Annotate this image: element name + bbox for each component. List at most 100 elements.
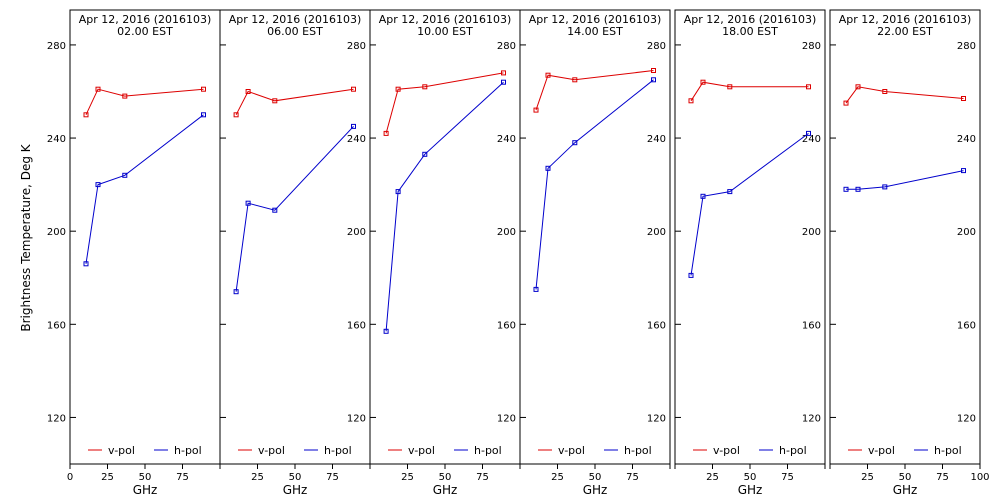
data-point-v-pol xyxy=(843,100,849,106)
data-point-h-pol xyxy=(383,328,389,334)
panels-group: 120 160 200 240 280 0 25 50 75 GHz Apr 12, 2016 (2… xyxy=(47,9,990,497)
panel-title-line2: 22.00 EST xyxy=(877,25,933,38)
data-point-v-pol xyxy=(651,68,656,73)
x-tick-label: 75 xyxy=(326,472,339,483)
x-axis-label: GHz xyxy=(893,483,918,497)
series-line-v-pol xyxy=(85,88,204,116)
data-point-h-pol xyxy=(422,151,428,157)
y-axis-label: Brightness Temperature, Deg K xyxy=(19,143,33,331)
y-tick-label: 240 xyxy=(47,134,66,145)
x-tick-label: 25 xyxy=(401,472,414,483)
y-tick-label: 160 xyxy=(347,320,366,331)
data-point-h-pol xyxy=(855,186,861,192)
data-point-h-pol xyxy=(533,286,539,292)
legend-label-h-pol: h-pol xyxy=(624,444,652,457)
legend-label-h-pol: h-pol xyxy=(474,444,502,457)
x-axis-label: GHz xyxy=(738,483,763,497)
legend-label-v-pol: v-pol xyxy=(408,444,435,457)
y-tick-label: 200 xyxy=(647,227,666,238)
data-point-h-pol xyxy=(272,207,278,213)
x-tick-label: 50 xyxy=(589,472,602,483)
data-point-v-pol xyxy=(688,98,694,104)
data-point-v-pol xyxy=(700,79,706,85)
data-point-h-pol xyxy=(501,79,506,85)
data-point-v-pol xyxy=(572,77,578,83)
x-tick-label: 25 xyxy=(706,472,719,483)
y-tick-label: 120 xyxy=(347,413,366,424)
legend-label-v-pol: v-pol xyxy=(713,444,740,457)
x-tick-label: 75 xyxy=(781,472,794,483)
data-point-v-pol xyxy=(545,72,551,78)
data-point-h-pol xyxy=(545,165,551,171)
y-tick-label: 200 xyxy=(47,227,66,238)
chart-panel-4: 120 160 200 240 280 25 50 75 GHz Apr 12, 2016 (20… xyxy=(519,9,671,497)
y-tick-label: 120 xyxy=(497,413,516,424)
data-point-h-pol xyxy=(122,172,128,178)
data-point-v-pol xyxy=(882,89,888,94)
x-axis-label: GHz xyxy=(133,483,158,497)
panel-title-line2: 06.00 EST xyxy=(267,25,323,38)
x-tick-label: 100 xyxy=(970,472,989,483)
y-tick-label: 240 xyxy=(957,134,976,145)
series-line-v-pol xyxy=(385,72,504,134)
series-line-h-pol xyxy=(690,132,809,276)
data-point-v-pol xyxy=(855,84,861,90)
panel-title-line2: 14.00 EST xyxy=(567,25,623,38)
data-point-h-pol xyxy=(700,193,706,199)
panel-title-line1: Apr 12, 2016 (2016103) xyxy=(379,13,512,26)
chart-panel-3: 120 160 200 240 280 25 50 75 GHz Apr 12, 2016 (20… xyxy=(369,9,521,497)
data-point-v-pol xyxy=(233,112,239,118)
y-tick-label: 120 xyxy=(647,413,666,424)
data-point-v-pol xyxy=(727,84,733,90)
y-tick-label: 120 xyxy=(957,413,976,424)
x-tick-label: 25 xyxy=(861,472,874,483)
y-tick-label: 280 xyxy=(802,41,821,52)
panel-title-line2: 10.00 EST xyxy=(417,25,473,38)
y-tick-label: 160 xyxy=(957,320,976,331)
x-axis-label: GHz xyxy=(283,483,308,497)
chart-panel-5: 120 160 200 240 280 25 50 75 GHz Apr 12, 2016 (20… xyxy=(674,9,826,497)
data-point-h-pol xyxy=(245,200,251,206)
data-point-h-pol xyxy=(806,130,811,136)
data-point-h-pol xyxy=(961,168,966,174)
data-point-v-pol xyxy=(95,86,101,92)
panel-title-line2: 02.00 EST xyxy=(117,25,173,38)
chart-panel-2: 120 160 200 240 280 25 50 75 GHz Apr 12, 2016 (20… xyxy=(219,9,371,497)
data-point-h-pol xyxy=(351,123,356,129)
data-point-v-pol xyxy=(501,70,506,76)
legend-label-h-pol: h-pol xyxy=(174,444,202,457)
series-line-v-pol xyxy=(690,81,809,102)
data-point-v-pol xyxy=(245,89,251,94)
data-point-v-pol xyxy=(83,112,89,118)
data-point-h-pol xyxy=(572,140,578,146)
x-tick-label: 25 xyxy=(101,472,114,483)
y-tick-label: 160 xyxy=(802,320,821,331)
data-point-h-pol xyxy=(688,272,694,278)
series-line-v-pol xyxy=(235,88,354,116)
data-point-v-pol xyxy=(272,98,278,104)
chart-panel-1: 120 160 200 240 280 0 25 50 75 GHz Apr 12, 2016 (2… xyxy=(47,9,221,497)
panel-title-line1: Apr 12, 2016 (2016103) xyxy=(229,13,362,26)
x-tick-label: 50 xyxy=(744,472,757,483)
legend-label-v-pol: v-pol xyxy=(868,444,895,457)
data-point-v-pol xyxy=(806,84,811,90)
data-point-h-pol xyxy=(882,184,888,190)
y-tick-label: 200 xyxy=(347,227,366,238)
series-line-h-pol xyxy=(85,114,204,264)
y-tick-label: 160 xyxy=(47,320,66,331)
panel-title-line1: Apr 12, 2016 (2016103) xyxy=(684,13,817,26)
data-point-v-pol xyxy=(201,86,206,92)
x-axis-label: GHz xyxy=(433,483,458,497)
y-tick-label: 240 xyxy=(497,134,516,145)
data-point-v-pol xyxy=(395,86,401,92)
x-tick-label: 50 xyxy=(439,472,452,483)
y-tick-label: 160 xyxy=(647,320,666,331)
legend-label-v-pol: v-pol xyxy=(108,444,135,457)
x-tick-label: 75 xyxy=(476,472,489,483)
series-line-h-pol xyxy=(385,81,504,332)
y-tick-label: 120 xyxy=(47,413,66,424)
panel-frame xyxy=(69,9,221,465)
x-tick-label: 50 xyxy=(899,472,912,483)
data-point-v-pol xyxy=(383,130,389,136)
series-line-h-pol xyxy=(535,79,654,290)
